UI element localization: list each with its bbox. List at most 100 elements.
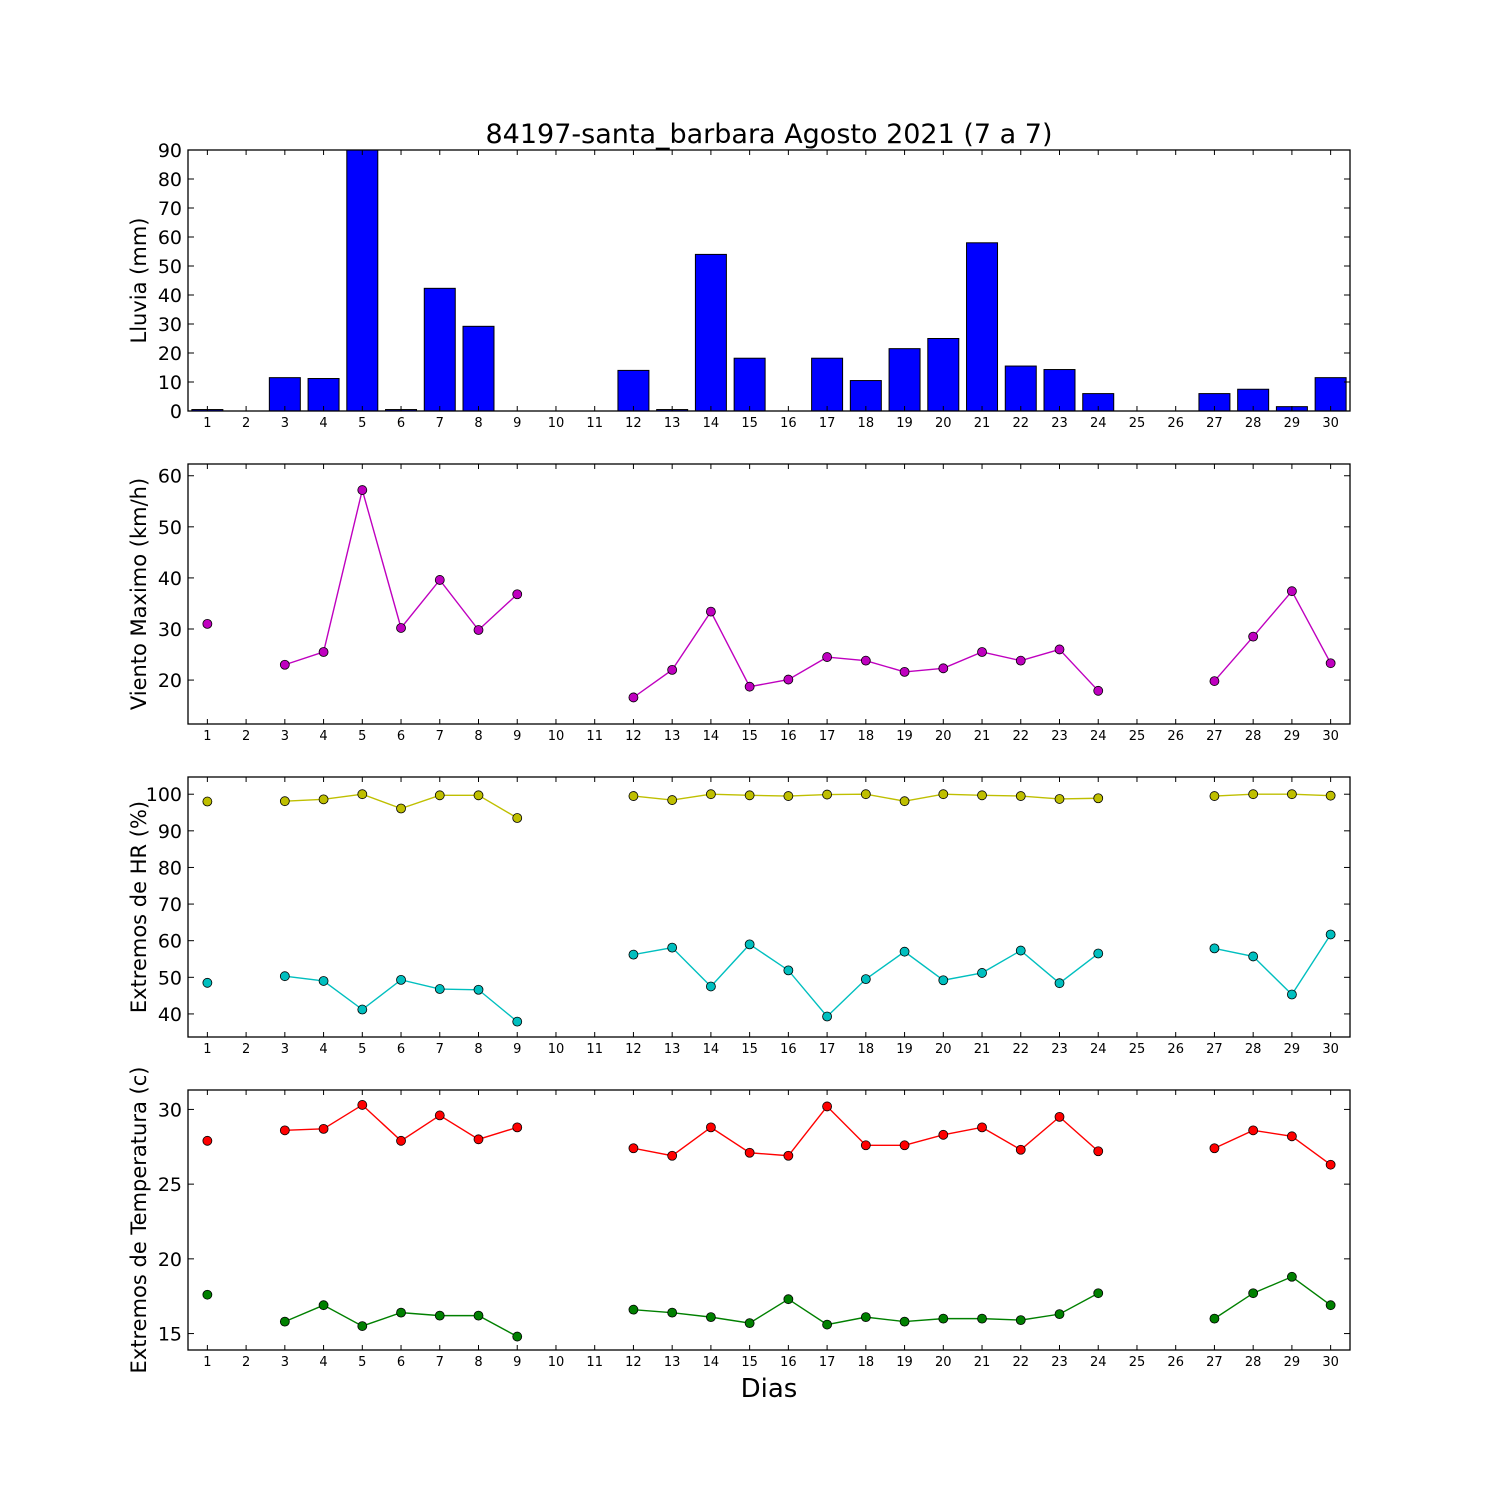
point-day-23 <box>1054 1309 1065 1320</box>
panel-frame <box>187 149 1351 412</box>
x-tick-label: 24 <box>1090 729 1107 744</box>
x-tick-label: 18 <box>858 729 875 744</box>
y-tick-label: 15 <box>158 1324 182 1346</box>
x-tick-label: 11 <box>586 1042 603 1057</box>
x-tick-label: 20 <box>935 1355 952 1370</box>
bar-day-7 <box>423 287 456 412</box>
y-tick-label: 90 <box>158 140 182 162</box>
x-tick-label: 22 <box>1012 1042 1029 1057</box>
x-tick-label: 22 <box>1012 416 1029 431</box>
point-day-3 <box>279 1125 290 1136</box>
x-tick-label: 21 <box>974 1355 991 1370</box>
point-day-3 <box>279 796 290 807</box>
x-tick-label: 13 <box>664 416 681 431</box>
series-line <box>1213 589 1332 682</box>
point-day-23 <box>1054 978 1065 989</box>
x-tick-label: 19 <box>896 729 913 744</box>
point-day-18 <box>860 974 871 985</box>
bar-day-3 <box>268 377 301 412</box>
point-day-12 <box>628 949 639 960</box>
point-day-16 <box>783 1150 794 1161</box>
x-tick-label: 17 <box>819 416 836 431</box>
point-day-9 <box>512 1016 523 1027</box>
y-tick-label: 20 <box>158 1249 182 1271</box>
point-day-19 <box>899 946 910 957</box>
point-day-19 <box>899 796 910 807</box>
point-day-1 <box>202 977 213 988</box>
x-tick-label: 15 <box>741 1042 758 1057</box>
x-tick-label: 9 <box>513 1042 521 1057</box>
x-tick-label: 30 <box>1322 416 1339 431</box>
point-day-19 <box>899 1140 910 1151</box>
y-tick-label: 60 <box>158 466 182 488</box>
panel-frame <box>187 776 1351 1038</box>
point-day-7 <box>434 790 445 801</box>
point-day-28 <box>1248 631 1259 642</box>
x-tick-label: 5 <box>358 729 366 744</box>
point-day-28 <box>1248 789 1259 800</box>
bar-day-14 <box>694 253 727 412</box>
point-day-20 <box>938 789 949 800</box>
x-tick-label: 6 <box>397 1042 405 1057</box>
bar-day-5 <box>346 149 379 412</box>
point-day-5 <box>357 789 368 800</box>
y-axis-label: Extremos de Temperatura (c) <box>127 1067 151 1374</box>
y-tick-label: 60 <box>158 227 182 249</box>
point-day-21 <box>977 1122 987 1133</box>
point-day-15 <box>744 939 755 950</box>
x-tick-label: 21 <box>974 416 991 431</box>
panel-frame <box>187 463 1351 725</box>
x-tick-label: 21 <box>974 729 991 744</box>
point-day-19 <box>899 666 910 677</box>
x-tick-label: 13 <box>664 1355 681 1370</box>
x-tick-label: 16 <box>780 416 797 431</box>
point-day-15 <box>744 1147 755 1158</box>
x-tick-label: 26 <box>1167 1042 1184 1057</box>
x-tick-label: 25 <box>1129 416 1146 431</box>
x-tick-label: 23 <box>1051 729 1068 744</box>
point-day-3 <box>279 971 290 982</box>
point-day-8 <box>473 625 484 635</box>
point-day-7 <box>434 575 445 585</box>
point-day-1 <box>202 618 213 629</box>
x-tick-label: 7 <box>436 1355 444 1370</box>
point-day-19 <box>899 1316 910 1327</box>
point-day-24 <box>1093 793 1104 804</box>
point-day-13 <box>667 664 678 675</box>
y-tick-label: 70 <box>158 894 182 916</box>
point-day-15 <box>744 681 755 692</box>
bar-day-30 <box>1314 377 1347 412</box>
point-day-8 <box>473 790 484 801</box>
point-day-23 <box>1054 1111 1065 1122</box>
bar-day-4 <box>307 378 340 412</box>
point-day-7 <box>434 984 445 994</box>
x-tick-label: 13 <box>664 1042 681 1057</box>
x-tick-label: 25 <box>1129 1042 1146 1057</box>
bar-day-12 <box>617 369 650 412</box>
y-tick-label: 20 <box>158 343 182 365</box>
x-tick-label: 20 <box>935 729 952 744</box>
point-day-14 <box>706 606 716 617</box>
point-day-30 <box>1325 790 1336 801</box>
x-tick-label: 17 <box>819 1355 836 1370</box>
point-day-20 <box>938 1313 949 1324</box>
bar-day-22 <box>1004 365 1037 412</box>
y-tick-label: 50 <box>158 967 182 989</box>
point-day-8 <box>473 984 484 995</box>
point-day-12 <box>628 1304 639 1315</box>
x-tick-label: 28 <box>1245 1042 1262 1057</box>
series-line <box>1214 1129 1332 1166</box>
series-line <box>284 1104 518 1142</box>
point-day-27 <box>1209 1143 1220 1154</box>
point-day-8 <box>473 1310 484 1321</box>
x-tick-label: 28 <box>1245 729 1262 744</box>
x-tick-label: 21 <box>974 1042 991 1057</box>
x-tick-label: 24 <box>1090 416 1107 431</box>
y-tick-label: 40 <box>158 285 182 307</box>
point-day-22 <box>1015 655 1026 666</box>
x-tick-label: 4 <box>319 1355 327 1370</box>
